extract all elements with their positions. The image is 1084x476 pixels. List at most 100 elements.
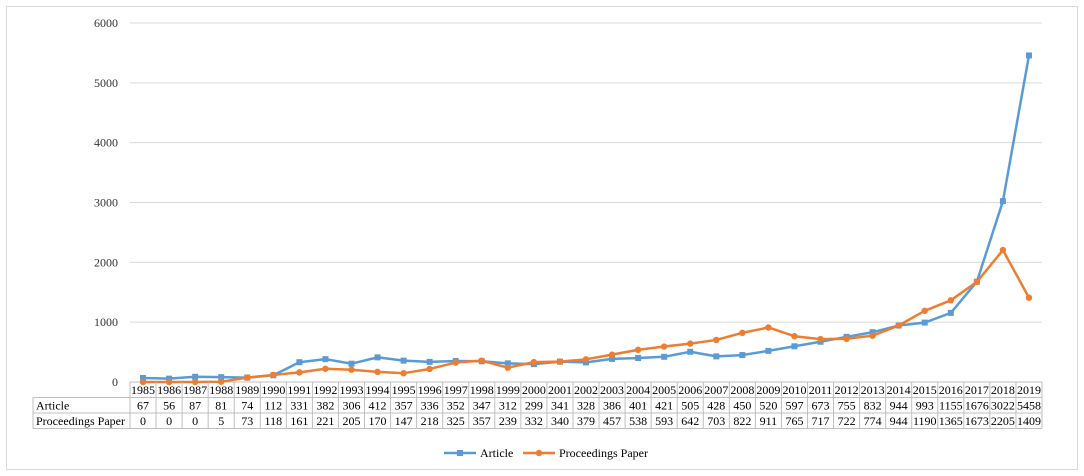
x-tick-label: 2010 — [782, 383, 806, 397]
x-tick-label: 2004 — [626, 383, 650, 397]
data-label: 0 — [192, 414, 198, 428]
legend: Article Proceedings Paper — [444, 446, 648, 460]
data-label: 538 — [629, 414, 647, 428]
data-point — [218, 374, 225, 381]
data-point — [739, 329, 746, 337]
data-label: 944 — [890, 399, 908, 413]
y-tick-label: 2000 — [94, 255, 118, 269]
data-label: 147 — [395, 414, 413, 428]
data-label: 221 — [316, 414, 334, 428]
data-label: 306 — [342, 399, 360, 413]
data-point — [817, 335, 824, 343]
data-point — [348, 366, 355, 373]
x-tick-label: 1991 — [287, 383, 311, 397]
data-label: 239 — [499, 414, 517, 428]
data-label: 944 — [890, 414, 908, 428]
data-point — [791, 333, 798, 340]
data-point — [687, 348, 694, 355]
x-tick-label: 1986 — [157, 383, 181, 397]
data-label: 332 — [525, 414, 543, 428]
data-label: 593 — [655, 414, 673, 428]
x-tick-label: 2018 — [991, 383, 1015, 397]
data-label: 421 — [655, 399, 673, 413]
data-label: 993 — [916, 399, 934, 413]
data-label: 357 — [395, 399, 413, 413]
data-point — [739, 352, 746, 359]
data-point — [713, 336, 720, 344]
data-label: 642 — [681, 414, 699, 428]
data-point — [660, 343, 668, 350]
data-label: 328 — [577, 399, 595, 413]
chart-frame: 0 1000 2000 3000 4000 5000 6000 1985 1986 1987 19… — [6, 6, 1078, 470]
data-label: 205 — [342, 414, 360, 428]
x-tick-label: 2000 — [522, 383, 546, 397]
legend-label: Article — [480, 446, 513, 460]
data-point — [634, 346, 642, 354]
data-point — [530, 358, 538, 366]
x-tick-label: 1990 — [261, 383, 285, 397]
data-point — [843, 335, 850, 343]
data-point — [296, 369, 303, 376]
data-label: 112 — [265, 399, 283, 413]
data-point — [921, 307, 928, 314]
data-point — [296, 359, 303, 366]
data-label: 450 — [733, 399, 751, 413]
data-point — [1025, 294, 1033, 301]
x-tick-label: 2008 — [730, 383, 754, 397]
data-label: 352 — [447, 399, 465, 413]
x-tick-label: 2001 — [548, 383, 572, 397]
data-label: 832 — [864, 399, 882, 413]
data-point — [322, 356, 329, 363]
data-label: 340 — [551, 414, 569, 428]
data-point — [426, 365, 433, 373]
x-tick-label: 2017 — [965, 383, 989, 397]
y-tick-label: 0 — [112, 375, 118, 389]
y-tick-label: 4000 — [94, 136, 118, 150]
data-label: 118 — [265, 414, 283, 428]
data-label: 5 — [218, 414, 224, 428]
x-tick-label: 2005 — [652, 383, 676, 397]
data-label: 1676 — [965, 399, 989, 413]
data-label: 312 — [499, 399, 517, 413]
data-point — [400, 357, 407, 364]
y-tick-label: 5000 — [94, 76, 118, 90]
data-label: 81 — [215, 399, 227, 413]
x-tick-label: 1994 — [366, 383, 390, 397]
data-label: 341 — [551, 399, 569, 413]
data-point — [140, 374, 147, 381]
data-label: 717 — [812, 414, 830, 428]
y-tick-label: 1000 — [94, 315, 118, 329]
x-tick-label: 1987 — [183, 383, 207, 397]
x-tick-label: 1989 — [235, 383, 259, 397]
x-tick-label: 1996 — [418, 383, 442, 397]
data-label: 774 — [864, 414, 882, 428]
x-tick-label: 2002 — [574, 383, 598, 397]
y-tick-label: 3000 — [94, 196, 118, 210]
data-label: 73 — [241, 414, 253, 428]
data-point — [374, 354, 381, 361]
data-label: 347 — [473, 399, 491, 413]
x-tick-label: 1997 — [444, 383, 468, 397]
table-row-label: Proceedings Paper — [36, 414, 125, 428]
data-point — [791, 343, 798, 350]
data-label: 0 — [166, 414, 172, 428]
data-point — [609, 355, 616, 362]
x-tick-label: 2019 — [1017, 383, 1041, 397]
data-label: 457 — [603, 414, 621, 428]
data-point — [635, 355, 642, 362]
data-point — [322, 365, 329, 372]
data-label: 822 — [733, 414, 751, 428]
data-label: 3022 — [991, 399, 1015, 413]
data-point — [139, 378, 147, 386]
data-point — [895, 322, 902, 329]
data-point — [504, 360, 511, 367]
data-label: 911 — [760, 414, 778, 428]
gridlines — [130, 22, 1042, 323]
data-point — [426, 358, 433, 365]
data-label: 325 — [447, 414, 465, 428]
data-point — [478, 357, 485, 364]
data-point — [192, 373, 199, 380]
data-point — [374, 368, 381, 376]
data-point — [973, 278, 981, 286]
y-axis-ticks: 0 1000 2000 3000 4000 5000 6000 — [94, 16, 118, 389]
